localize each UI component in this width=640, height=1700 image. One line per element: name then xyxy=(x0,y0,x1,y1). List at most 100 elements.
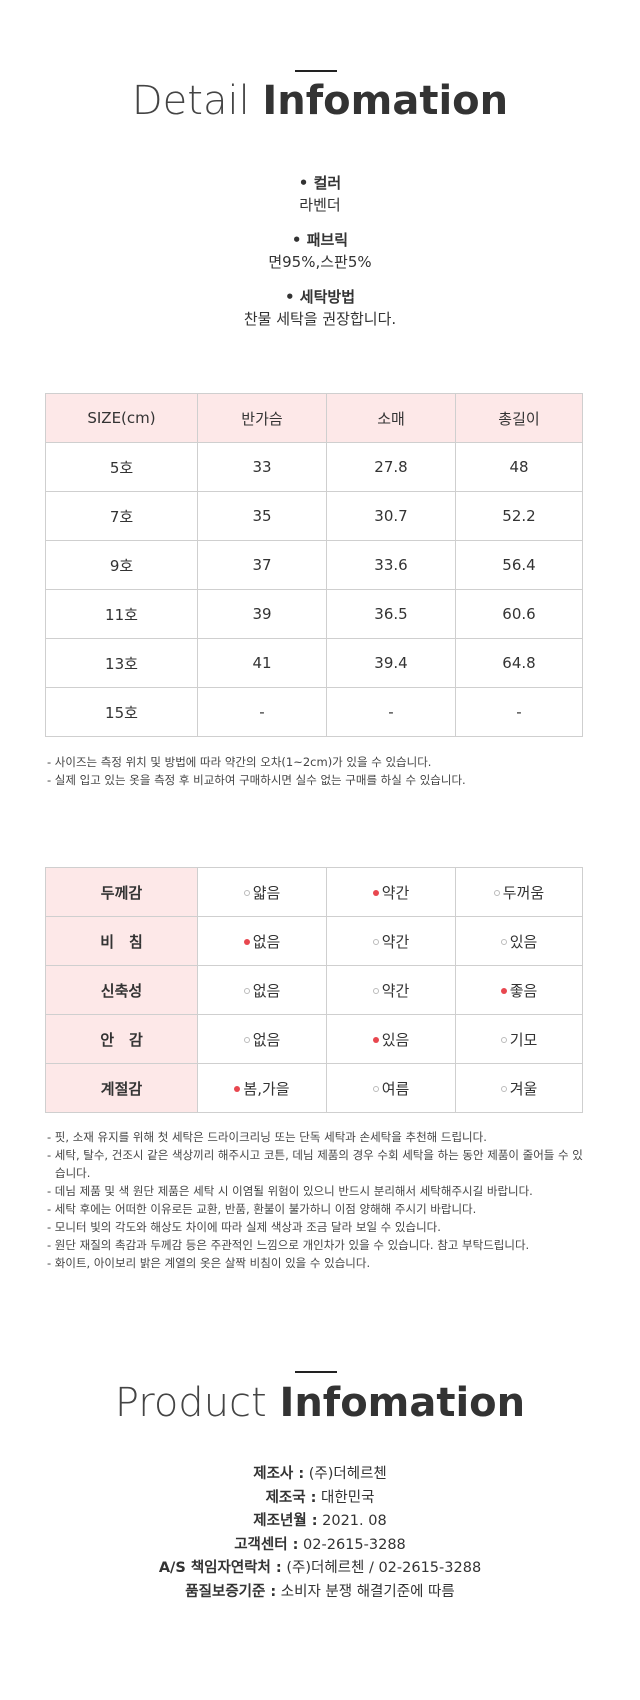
product-title: Product Infomation xyxy=(0,1380,640,1426)
info-row: 제조년월 : 2021. 08 xyxy=(0,1509,640,1530)
feature-cell: 얇음 xyxy=(197,867,327,917)
info-label: 제조사 : xyxy=(253,1466,305,1482)
note: - 세탁, 탈수, 건조시 같은 색상끼리 해주시고 코튼, 데님 제품의 경우… xyxy=(47,1148,583,1180)
empty-dot xyxy=(243,890,250,896)
size-row: 15호 - - - xyxy=(45,687,583,737)
selected-dot xyxy=(372,1037,379,1043)
title-light: Product xyxy=(114,1380,267,1426)
option-text: 약간 xyxy=(381,981,410,1000)
feature-row: 신축성 없음 약간 좋음 xyxy=(45,965,583,1015)
feature-cell: 있음 xyxy=(455,916,583,966)
feature-table: 두께감 얇음 약간 두꺼움 비 침 없음 약간 있음 신축성 없음 약간 좋음 안 감 없음 있음 기모 계절감… xyxy=(45,867,583,1113)
info-value: 02-2615-3288 xyxy=(303,1536,406,1553)
feature-row: 안 감 없음 있음 기모 xyxy=(45,1014,583,1064)
size-cell: 48 xyxy=(455,442,583,492)
feature-row: 비 침 없음 약간 있음 xyxy=(45,916,583,966)
size-cell: 5호 xyxy=(45,442,198,492)
size-cell: - xyxy=(197,687,327,737)
feature-cell: 겨울 xyxy=(455,1063,583,1113)
info-label: 제조국 : xyxy=(265,1489,317,1506)
info-row: 제조사 : (주)더헤르첸 xyxy=(0,1462,640,1483)
size-cell: 35 xyxy=(197,491,327,541)
header-cell: 소매 xyxy=(326,393,456,443)
option-text: 좋음 xyxy=(509,981,538,1000)
feature-row: 계절감 봄,가을 여름 겨울 xyxy=(45,1063,583,1113)
info-value: 2021. 08 xyxy=(322,1513,387,1530)
size-cell: 41 xyxy=(197,638,327,688)
feature-cell: 두꺼움 xyxy=(455,867,583,917)
info-label: 고객센터 : xyxy=(234,1536,299,1553)
header-cell: SIZE(cm) xyxy=(45,393,198,443)
note: - 핏, 소재 유지를 위해 첫 세탁은 드라이크리닝 또는 단독 세탁과 손세… xyxy=(47,1130,487,1144)
size-row: 7호 35 30.7 52.2 xyxy=(45,491,583,541)
feature-cell: 약간 xyxy=(326,965,456,1015)
option-text: 겨울 xyxy=(509,1079,538,1098)
option-text: 두꺼움 xyxy=(502,883,545,902)
option-text: 있음 xyxy=(509,932,538,951)
title-bold: Infomation xyxy=(279,1380,526,1426)
item-value: 찬물 세탁을 권장합니다. xyxy=(243,310,397,328)
feature-cell: 여름 xyxy=(326,1063,456,1113)
info-row: 품질보증기준 : 소비자 분쟁 해결기준에 따름 xyxy=(0,1580,640,1601)
empty-dot xyxy=(500,939,507,945)
info-value: (주)더헤르첸 xyxy=(308,1466,387,1482)
info-value: 대한민국 xyxy=(321,1489,375,1506)
feature-cell: 없음 xyxy=(197,1014,327,1064)
size-cell: - xyxy=(326,687,456,737)
feature-cell: 약간 xyxy=(326,867,456,917)
detail-title: Detail Infomation xyxy=(0,78,640,124)
selected-dot xyxy=(372,890,379,896)
size-row: 11호 39 36.5 60.6 xyxy=(45,589,583,639)
feature-label: 계절감 xyxy=(45,1063,198,1113)
note: - 화이트, 아이보리 밝은 계열의 옷은 살짝 비침이 있을 수 있습니다. xyxy=(47,1256,371,1270)
size-cell: 64.8 xyxy=(455,638,583,688)
size-cell: 36.5 xyxy=(326,589,456,639)
empty-dot xyxy=(243,1037,250,1043)
title-rule xyxy=(295,1371,337,1373)
feature-row: 두께감 얇음 약간 두꺼움 xyxy=(45,867,583,917)
item-label: • 컬러 xyxy=(298,174,342,192)
info-value: 소비자 분쟁 해결기준에 따름 xyxy=(280,1584,455,1600)
option-text: 얇음 xyxy=(252,883,281,902)
option-text: 있음 xyxy=(381,1030,410,1049)
size-cell: 33.6 xyxy=(326,540,456,590)
size-cell: 52.2 xyxy=(455,491,583,541)
size-row: 9호 37 33.6 56.4 xyxy=(45,540,583,590)
item-label: • 세탁방법 xyxy=(284,288,355,306)
feature-cell: 없음 xyxy=(197,965,327,1015)
size-cell: 30.7 xyxy=(326,491,456,541)
empty-dot xyxy=(500,1037,507,1043)
feature-label: 두께감 xyxy=(45,867,198,917)
title-rule xyxy=(295,70,337,72)
info-label: A/S 책임자연락처 : xyxy=(158,1560,282,1577)
option-text: 약간 xyxy=(381,932,410,951)
feature-cell: 있음 xyxy=(326,1014,456,1064)
note: - 데님 제품 및 색 원단 제품은 세탁 시 이염될 위험이 있으니 반드시 … xyxy=(47,1184,533,1198)
option-text: 봄,가을 xyxy=(243,1079,290,1098)
empty-dot xyxy=(243,988,250,994)
feature-cell: 좋음 xyxy=(455,965,583,1015)
size-cell: 13호 xyxy=(45,638,198,688)
size-cell: 37 xyxy=(197,540,327,590)
size-cell: - xyxy=(455,687,583,737)
size-cell: 15호 xyxy=(45,687,198,737)
header-cell: 반가슴 xyxy=(197,393,327,443)
feature-label: 비 침 xyxy=(45,916,198,966)
info-label: 제조년월 : xyxy=(253,1513,318,1530)
size-cell: 11호 xyxy=(45,589,198,639)
size-cell: 39 xyxy=(197,589,327,639)
item-value: 면95%,스판5% xyxy=(268,253,372,271)
note: - 모니터 빛의 각도와 해상도 차이에 따라 실제 색상과 조금 달라 보일 … xyxy=(47,1220,441,1234)
feature-cell: 없음 xyxy=(197,916,327,966)
feature-cell: 봄,가을 xyxy=(197,1063,327,1113)
empty-dot xyxy=(372,1086,379,1092)
option-text: 없음 xyxy=(252,981,281,1000)
info-row: A/S 책임자연락처 : (주)더헤르첸 / 02-2615-3288 xyxy=(0,1556,640,1577)
title-light: Detail xyxy=(131,78,250,124)
size-table: SIZE(cm) 반가슴 소매 총길이 5호 33 27.8 48 7호 35 30.7 52.2 9호… xyxy=(45,393,583,737)
info-label: 품질보증기준 : xyxy=(185,1584,277,1600)
info-row: 고객센터 : 02-2615-3288 xyxy=(0,1533,640,1554)
info-value: (주)더헤르첸 / 02-2615-3288 xyxy=(286,1560,482,1577)
option-text: 기모 xyxy=(509,1030,538,1049)
